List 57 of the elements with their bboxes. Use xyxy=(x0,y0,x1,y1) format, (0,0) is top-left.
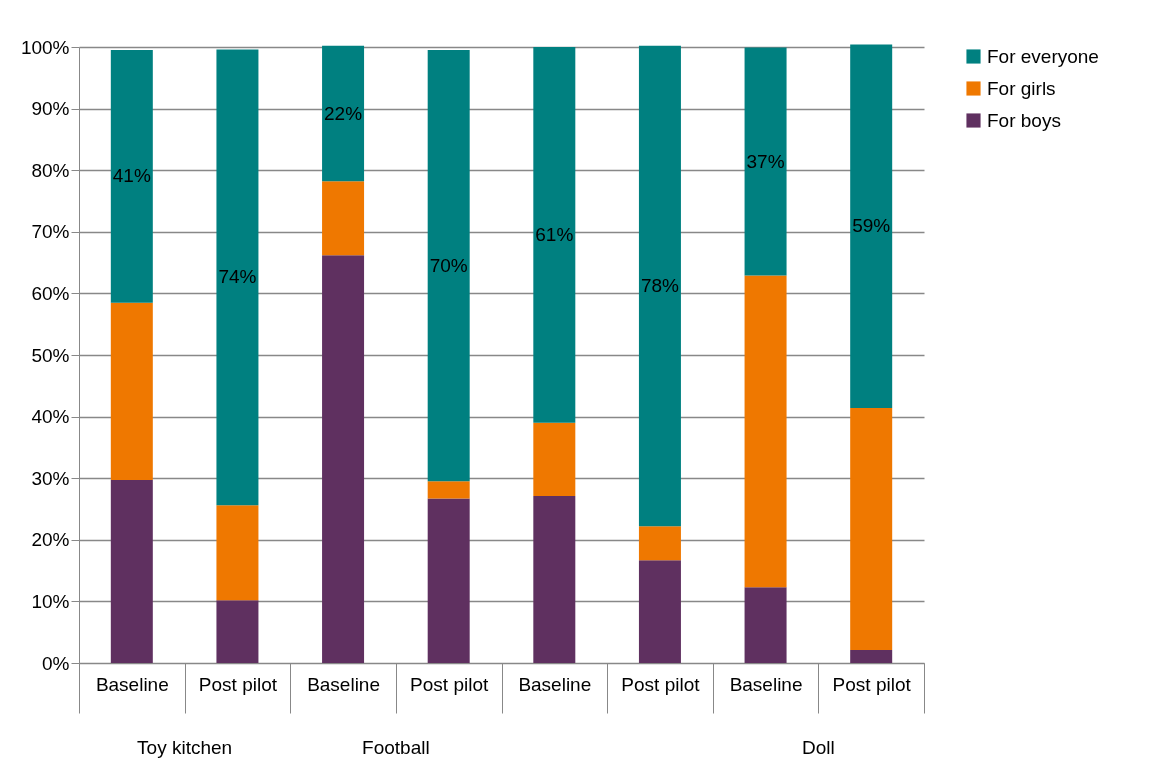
x-tick-label: Baseline xyxy=(518,673,592,695)
data-label: 22% xyxy=(324,102,363,124)
bar xyxy=(427,50,470,482)
data-label: 61% xyxy=(535,223,574,245)
bar xyxy=(110,480,153,663)
bar xyxy=(850,650,893,663)
text: Football xyxy=(362,737,430,758)
bar xyxy=(744,587,787,663)
bar xyxy=(322,255,365,663)
y-tick-label: 80% xyxy=(31,159,70,181)
bar xyxy=(533,47,576,423)
bar xyxy=(744,47,787,276)
x-tick-label: Baseline xyxy=(729,673,803,695)
y-tick-label: 100% xyxy=(20,36,70,58)
bar xyxy=(427,481,470,499)
x-tick-label: Post pilot xyxy=(410,673,489,695)
x-tick-label: Post pilot xyxy=(621,673,701,695)
y-tick-label: 10% xyxy=(31,590,70,612)
bar xyxy=(216,49,259,506)
data-label: 41% xyxy=(112,165,151,187)
bar xyxy=(216,600,259,663)
bar xyxy=(638,526,681,561)
text: Doll xyxy=(802,737,835,758)
bar xyxy=(216,505,259,601)
y-tick-label: 90% xyxy=(31,98,70,120)
y-tick-label: 0% xyxy=(42,652,70,674)
bar xyxy=(110,302,153,481)
data-label: 78% xyxy=(640,275,680,297)
data-label: 74% xyxy=(218,266,257,288)
legend-label: For boys xyxy=(987,109,1061,131)
bar xyxy=(850,407,893,651)
x-tick-label: Post pilot xyxy=(198,673,278,695)
bar xyxy=(322,45,365,182)
x-tick-label: Baseline xyxy=(307,673,381,695)
data-label: 37% xyxy=(746,150,785,172)
bar xyxy=(638,560,681,663)
y-tick-label: 20% xyxy=(31,529,70,551)
x-tick-label: Post pilot xyxy=(832,673,912,695)
y-tick-label: 60% xyxy=(31,282,70,304)
legend-label: For everyone xyxy=(987,45,1099,67)
bar xyxy=(322,181,365,256)
y-tick-label: 40% xyxy=(31,406,70,428)
bar xyxy=(850,44,893,408)
bar xyxy=(533,496,576,663)
y-tick-label: 70% xyxy=(31,221,70,243)
y-tick-label: 30% xyxy=(31,467,70,489)
legend-label: For girls xyxy=(987,77,1056,99)
data-label: 59% xyxy=(852,215,891,237)
x-tick-label: Baseline xyxy=(95,673,169,695)
bar xyxy=(427,498,470,663)
bar xyxy=(744,275,787,588)
bar xyxy=(533,422,576,497)
y-tick-label: 50% xyxy=(31,344,70,366)
bar xyxy=(110,50,153,303)
bar xyxy=(638,45,681,527)
text: Toy kitchen xyxy=(137,737,233,758)
data-label: 70% xyxy=(429,254,468,276)
